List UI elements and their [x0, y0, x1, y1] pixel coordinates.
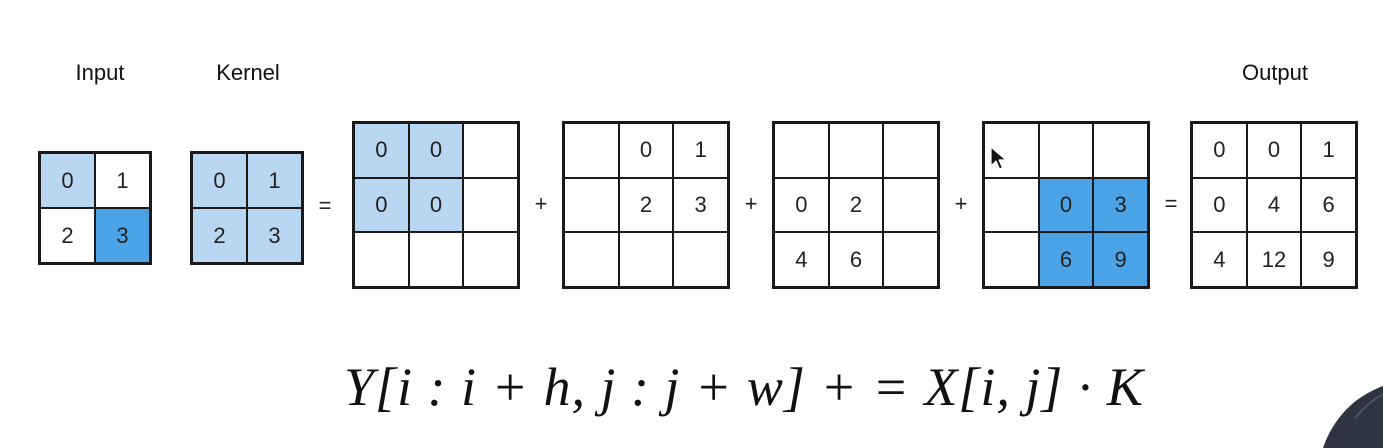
equals-operator-1: =: [318, 193, 332, 218]
term3-cell-r1-c0: 0: [774, 177, 829, 233]
term4-cell-r2-c2: 9: [1093, 232, 1148, 287]
kernel-cell-r1-c1: 3: [247, 208, 302, 263]
kernel-cell-r0-c0: 0: [192, 153, 247, 208]
output-cell-r0-c2: 1: [1301, 123, 1356, 178]
term2-cell-r1-c0: [564, 177, 619, 233]
plus-operator-1: +: [534, 191, 548, 216]
input-cell-r1-c1: 3: [95, 208, 150, 263]
term4-cell-r1-c0: [984, 177, 1039, 233]
term1-cell-r1-c2: [463, 177, 518, 233]
term2-cell-r2-c2: [673, 232, 728, 287]
term2-cell-r0-c0: [564, 123, 619, 178]
output-cell-r2-c0: 4: [1192, 232, 1247, 287]
input-label: Input: [75, 60, 125, 85]
output-matrix: 0 0 1 0 4 6 4 12 9: [1190, 121, 1358, 289]
mouse-cursor-icon: [990, 146, 1007, 170]
kernel-cell-r0-c1: 1: [247, 153, 302, 208]
term3-cell-r2-c1: 6: [828, 232, 884, 287]
plus-operator-3: +: [954, 191, 968, 216]
term3-cell-r1-c2: [883, 177, 938, 233]
term3-cell-r0-c0: [774, 123, 829, 178]
term3-cell-r0-c1: [828, 123, 884, 178]
term1-cell-r1-c1: 0: [408, 177, 464, 233]
term1-cell-r0-c2: [463, 123, 518, 178]
equals-operator-2: =: [1164, 191, 1178, 216]
term2-cell-r1-c2: 3: [673, 177, 728, 233]
output-cell-r1-c0: 0: [1192, 177, 1247, 233]
term1-cell-r2-c0: [354, 232, 409, 287]
input-cell-r0-c0: 0: [40, 153, 95, 208]
output-cell-r1-c2: 6: [1301, 177, 1356, 233]
term3-cell-r1-c1: 2: [828, 177, 884, 233]
term1-cell-r2-c2: [463, 232, 518, 287]
term1-cell-r2-c1: [408, 232, 464, 287]
output-label: Output: [1241, 60, 1309, 85]
term3-cell-r2-c0: 4: [774, 232, 829, 287]
term1-cell-r1-c0: 0: [354, 177, 409, 233]
output-cell-r0-c0: 0: [1192, 123, 1247, 178]
term4-cell-r2-c1: 6: [1038, 232, 1094, 287]
term4-cell-r1-c2: 3: [1093, 177, 1148, 233]
output-cell-r2-c2: 9: [1301, 232, 1356, 287]
plus-operator-2: +: [744, 191, 758, 216]
kernel-label: Kernel: [216, 60, 280, 85]
kernel-cell-r1-c0: 2: [192, 208, 247, 263]
input-cell-r1-c0: 2: [40, 208, 95, 263]
output-cell-r2-c1: 12: [1246, 232, 1302, 287]
term3-cell-r2-c2: [883, 232, 938, 287]
term2-cell-r0-c2: 1: [673, 123, 728, 178]
term4-cell-r0-c1: [1038, 123, 1094, 178]
term4-cell-r2-c0: [984, 232, 1039, 287]
term3-cell-r0-c2: [883, 123, 938, 178]
term1-cell-r0-c1: 0: [408, 123, 464, 178]
presenter-shoulder: [1323, 386, 1383, 448]
term1-cell-r0-c0: 0: [354, 123, 409, 178]
term2-cell-r0-c1: 0: [618, 123, 674, 178]
term4-cell-r1-c1: 0: [1038, 177, 1094, 233]
transposed-convolution-formula: Y[i : i + h, j : j + w] + = X[i, j] · K: [344, 357, 1144, 417]
output-cell-r0-c1: 0: [1246, 123, 1302, 178]
term2-cell-r2-c1: [618, 232, 674, 287]
term2-cell-r1-c1: 2: [618, 177, 674, 233]
output-cell-r1-c1: 4: [1246, 177, 1302, 233]
input-cell-r0-c1: 1: [95, 153, 150, 208]
term2-cell-r2-c0: [564, 232, 619, 287]
term4-cell-r0-c2: [1093, 123, 1148, 178]
